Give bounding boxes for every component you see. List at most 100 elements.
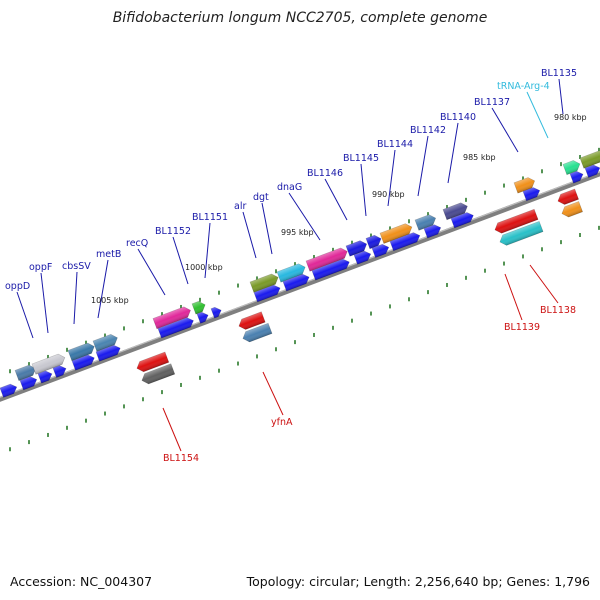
gene-label[interactable]: BL1139 [504,322,540,333]
forward-gene [305,247,348,272]
cds-arrow [157,317,194,339]
gene-label[interactable]: BL1138 [540,305,576,316]
reverse-gene [141,363,176,385]
leader-line [288,192,321,241]
cds-arrow [196,311,209,324]
forward-gene [442,202,468,221]
cds-arrow-shade [96,345,121,362]
cds-arrow [389,232,421,252]
reverse-gene-shade [494,209,539,234]
reverse-gene [557,188,579,205]
gene-label[interactable]: BL1137 [474,97,510,108]
forward-gene [276,263,306,283]
cds-arrow-shade [424,224,441,238]
reverse-gene-shade [242,323,273,342]
cds-arrow-shade [53,365,66,378]
forward-gene [249,273,279,293]
cds-arrow [371,243,390,258]
leader-line [447,122,459,184]
reverse-gene [561,201,583,218]
leader-line [16,291,34,339]
gene-label[interactable]: BL1142 [410,125,446,136]
leader-line [558,78,564,115]
gene-features [14,150,600,385]
gene-label[interactable]: BL1154 [163,453,199,464]
gene-label[interactable]: BL1151 [192,212,228,223]
gene-label[interactable]: dnaG [277,182,302,193]
gene-label[interactable]: BL1145 [343,153,379,164]
tick-label: 980 kbp [554,113,587,122]
forward-gene-shade [580,150,600,169]
gene-label[interactable]: BL1140 [440,112,476,123]
cds-arrow [282,273,310,292]
leader-line [491,107,519,153]
forward-gene-shade [250,273,279,293]
cds-arrow [210,306,222,319]
cds-arrow [71,354,95,371]
reverse-gene [499,220,544,246]
cds-arrow [569,170,584,184]
forward-gene-shade [306,247,348,272]
forward-gene-shade [153,306,191,329]
map-title: Bifidobacterium longum NCC2705, complete… [112,10,488,26]
cds-arrow-shade [390,232,420,251]
cds-arrow [37,370,53,384]
gene-label[interactable]: oppF [29,262,52,273]
cds-arrow-shade [585,164,600,178]
cds-arrow-shade [354,251,371,265]
gene-label[interactable]: metB [96,249,121,260]
cds-arrow-shade [197,312,209,324]
gene-label[interactable]: tRNA-Arg-4 [497,81,550,92]
gene-label[interactable]: alr [234,201,246,212]
forward-gene-shade [366,235,382,249]
forward-gene-shade [346,240,367,257]
cds-arrow-shade [38,370,52,384]
leader-line [172,236,189,285]
leader-line [504,273,523,321]
reverse-gene [242,322,273,343]
forward-gene-shade [15,365,36,381]
gene-label[interactable]: recQ [126,238,148,249]
reverse-gene [494,208,539,234]
tick-label: 1000 kbp [185,263,223,272]
forward-gene [379,223,413,244]
gene-label[interactable]: BL1144 [377,139,413,150]
cds-arrow-shade [254,285,281,302]
leader-line [261,202,273,255]
forward-gene [191,301,206,315]
leader-line [97,259,109,319]
forward-gene [31,353,66,375]
reverse-gene-shade [557,188,579,205]
tick-label: 985 kbp [463,153,496,162]
leader-line [526,91,549,139]
leader-line [242,211,257,259]
cds-arrow-shade [372,244,389,258]
forward-gene-shade [93,334,118,352]
leader-line [324,178,348,221]
gene-label[interactable]: yfnA [271,417,293,428]
forward-gene-shade [443,202,468,220]
gene-label[interactable]: cbsSV [62,261,91,272]
tick-label: 995 kbp [281,228,314,237]
reverse-gene-shade [561,201,583,218]
gene-label[interactable]: BL1135 [541,68,577,79]
cds-arrow [450,212,474,229]
gene-label[interactable]: oppD [5,281,30,292]
forward-gene [365,234,382,250]
cds-arrow-shade [20,376,37,390]
forward-gene [562,160,581,176]
forward-gene-shade [68,343,95,361]
leader-line [162,407,182,452]
accession-text: Accession: NC_004307 [10,574,153,589]
cds-arrow [584,164,600,178]
label-leader-lines [16,78,564,452]
forward-gene-shade [192,301,206,315]
tick-labels: 1005 kbp 1000 kbp 995 kbp 990 kbp 985 kbp 980… [91,113,587,305]
gene-label[interactable]: BL1152 [155,226,191,237]
forward-gene [579,150,600,169]
gene-label[interactable]: BL1146 [307,168,343,179]
forward-gene-shade [415,214,436,231]
gene-label[interactable]: dgt [253,192,269,203]
